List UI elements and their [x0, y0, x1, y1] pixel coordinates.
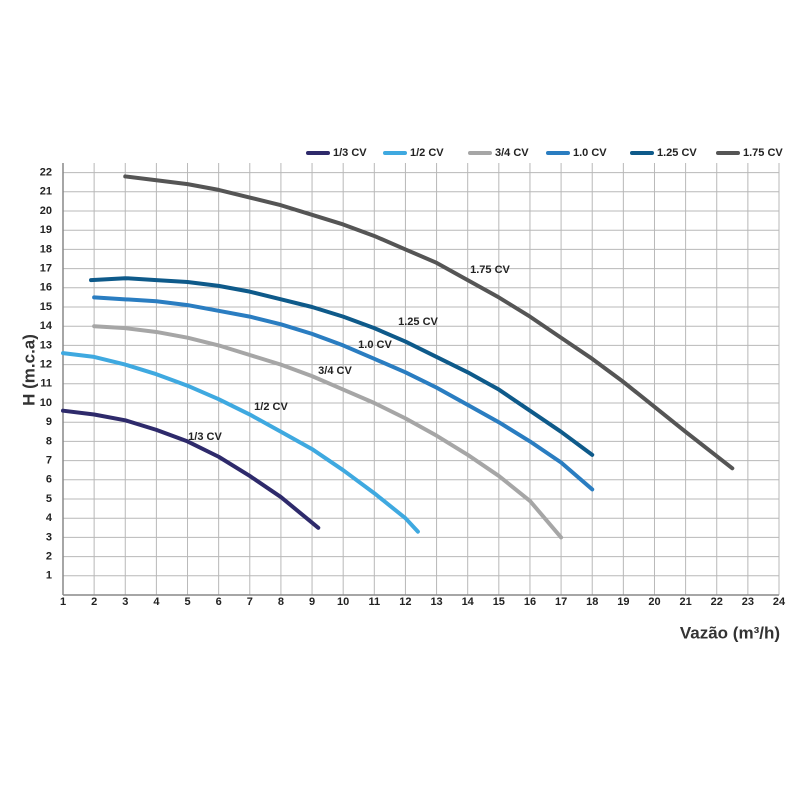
y-tick-label: 20 [40, 205, 52, 217]
curve-label: 1.75 CV [470, 264, 510, 276]
x-tick-label: 4 [153, 596, 160, 608]
x-tick-label: 20 [648, 596, 660, 608]
y-tick-label: 6 [46, 474, 52, 486]
y-tick-label: 22 [40, 167, 52, 179]
curve [123, 174, 735, 471]
curve [61, 408, 321, 530]
curve [61, 351, 420, 534]
y-tick-label: 19 [40, 224, 52, 236]
curve [89, 276, 595, 457]
x-tick-label: 13 [430, 596, 442, 608]
curve-label: 1/2 CV [254, 401, 288, 413]
y-tick-label: 17 [40, 263, 52, 275]
legend-label: 3/4 CV [495, 147, 529, 159]
legend-label: 1/3 CV [333, 147, 367, 159]
y-tick-label: 1 [46, 570, 52, 582]
y-axis-title: H (m.c.a) [19, 334, 38, 406]
x-tick-label: 1 [60, 596, 66, 608]
legend-label: 1.0 CV [573, 147, 607, 159]
x-tick-label: 18 [586, 596, 598, 608]
y-tick-label: 3 [46, 531, 52, 543]
curve [92, 295, 595, 492]
y-tick-label: 8 [46, 435, 52, 447]
y-tick-label: 18 [40, 243, 52, 255]
x-tick-label: 6 [216, 596, 222, 608]
x-tick-label: 8 [278, 596, 284, 608]
x-tick-label: 15 [493, 596, 505, 608]
y-tick-label: 15 [40, 301, 52, 313]
y-tick-label: 14 [40, 320, 53, 332]
curve-label: 3/4 CV [318, 365, 352, 377]
x-tick-label: 7 [247, 596, 253, 608]
curve-label: 1.0 CV [358, 339, 392, 351]
x-tick-label: 3 [122, 596, 128, 608]
x-tick-label: 14 [462, 596, 475, 608]
legend-label: 1/2 CV [410, 147, 444, 159]
y-tick-label: 12 [40, 359, 52, 371]
y-tick-label: 13 [40, 339, 52, 351]
y-tick-label: 11 [40, 378, 52, 390]
curve [92, 324, 564, 540]
x-tick-label: 5 [184, 596, 190, 608]
x-tick-label: 16 [524, 596, 536, 608]
x-tick-label: 21 [679, 596, 691, 608]
y-tick-label: 4 [46, 512, 53, 524]
y-tick-label: 16 [40, 282, 52, 294]
legend-label: 1.25 CV [657, 147, 697, 159]
x-tick-label: 24 [773, 596, 786, 608]
x-tick-label: 9 [309, 596, 315, 608]
x-tick-label: 19 [617, 596, 629, 608]
curve-label: 1.25 CV [398, 316, 438, 328]
legend-label: 1.75 CV [743, 147, 783, 159]
x-tick-label: 11 [368, 596, 380, 608]
y-tick-label: 5 [46, 493, 52, 505]
x-tick-label: 10 [337, 596, 349, 608]
curve-label: 1/3 CV [188, 431, 222, 443]
x-axis-title: Vazão (m³/h) [680, 623, 780, 642]
x-tick-label: 12 [399, 596, 411, 608]
x-tick-label: 22 [711, 596, 723, 608]
y-tick-label: 2 [46, 551, 52, 563]
x-tick-label: 2 [91, 596, 97, 608]
x-tick-label: 17 [555, 596, 567, 608]
y-tick-label: 9 [46, 416, 52, 428]
y-tick-label: 7 [46, 455, 52, 467]
y-tick-label: 21 [40, 186, 52, 198]
x-tick-label: 23 [742, 596, 754, 608]
y-tick-label: 10 [40, 397, 52, 409]
